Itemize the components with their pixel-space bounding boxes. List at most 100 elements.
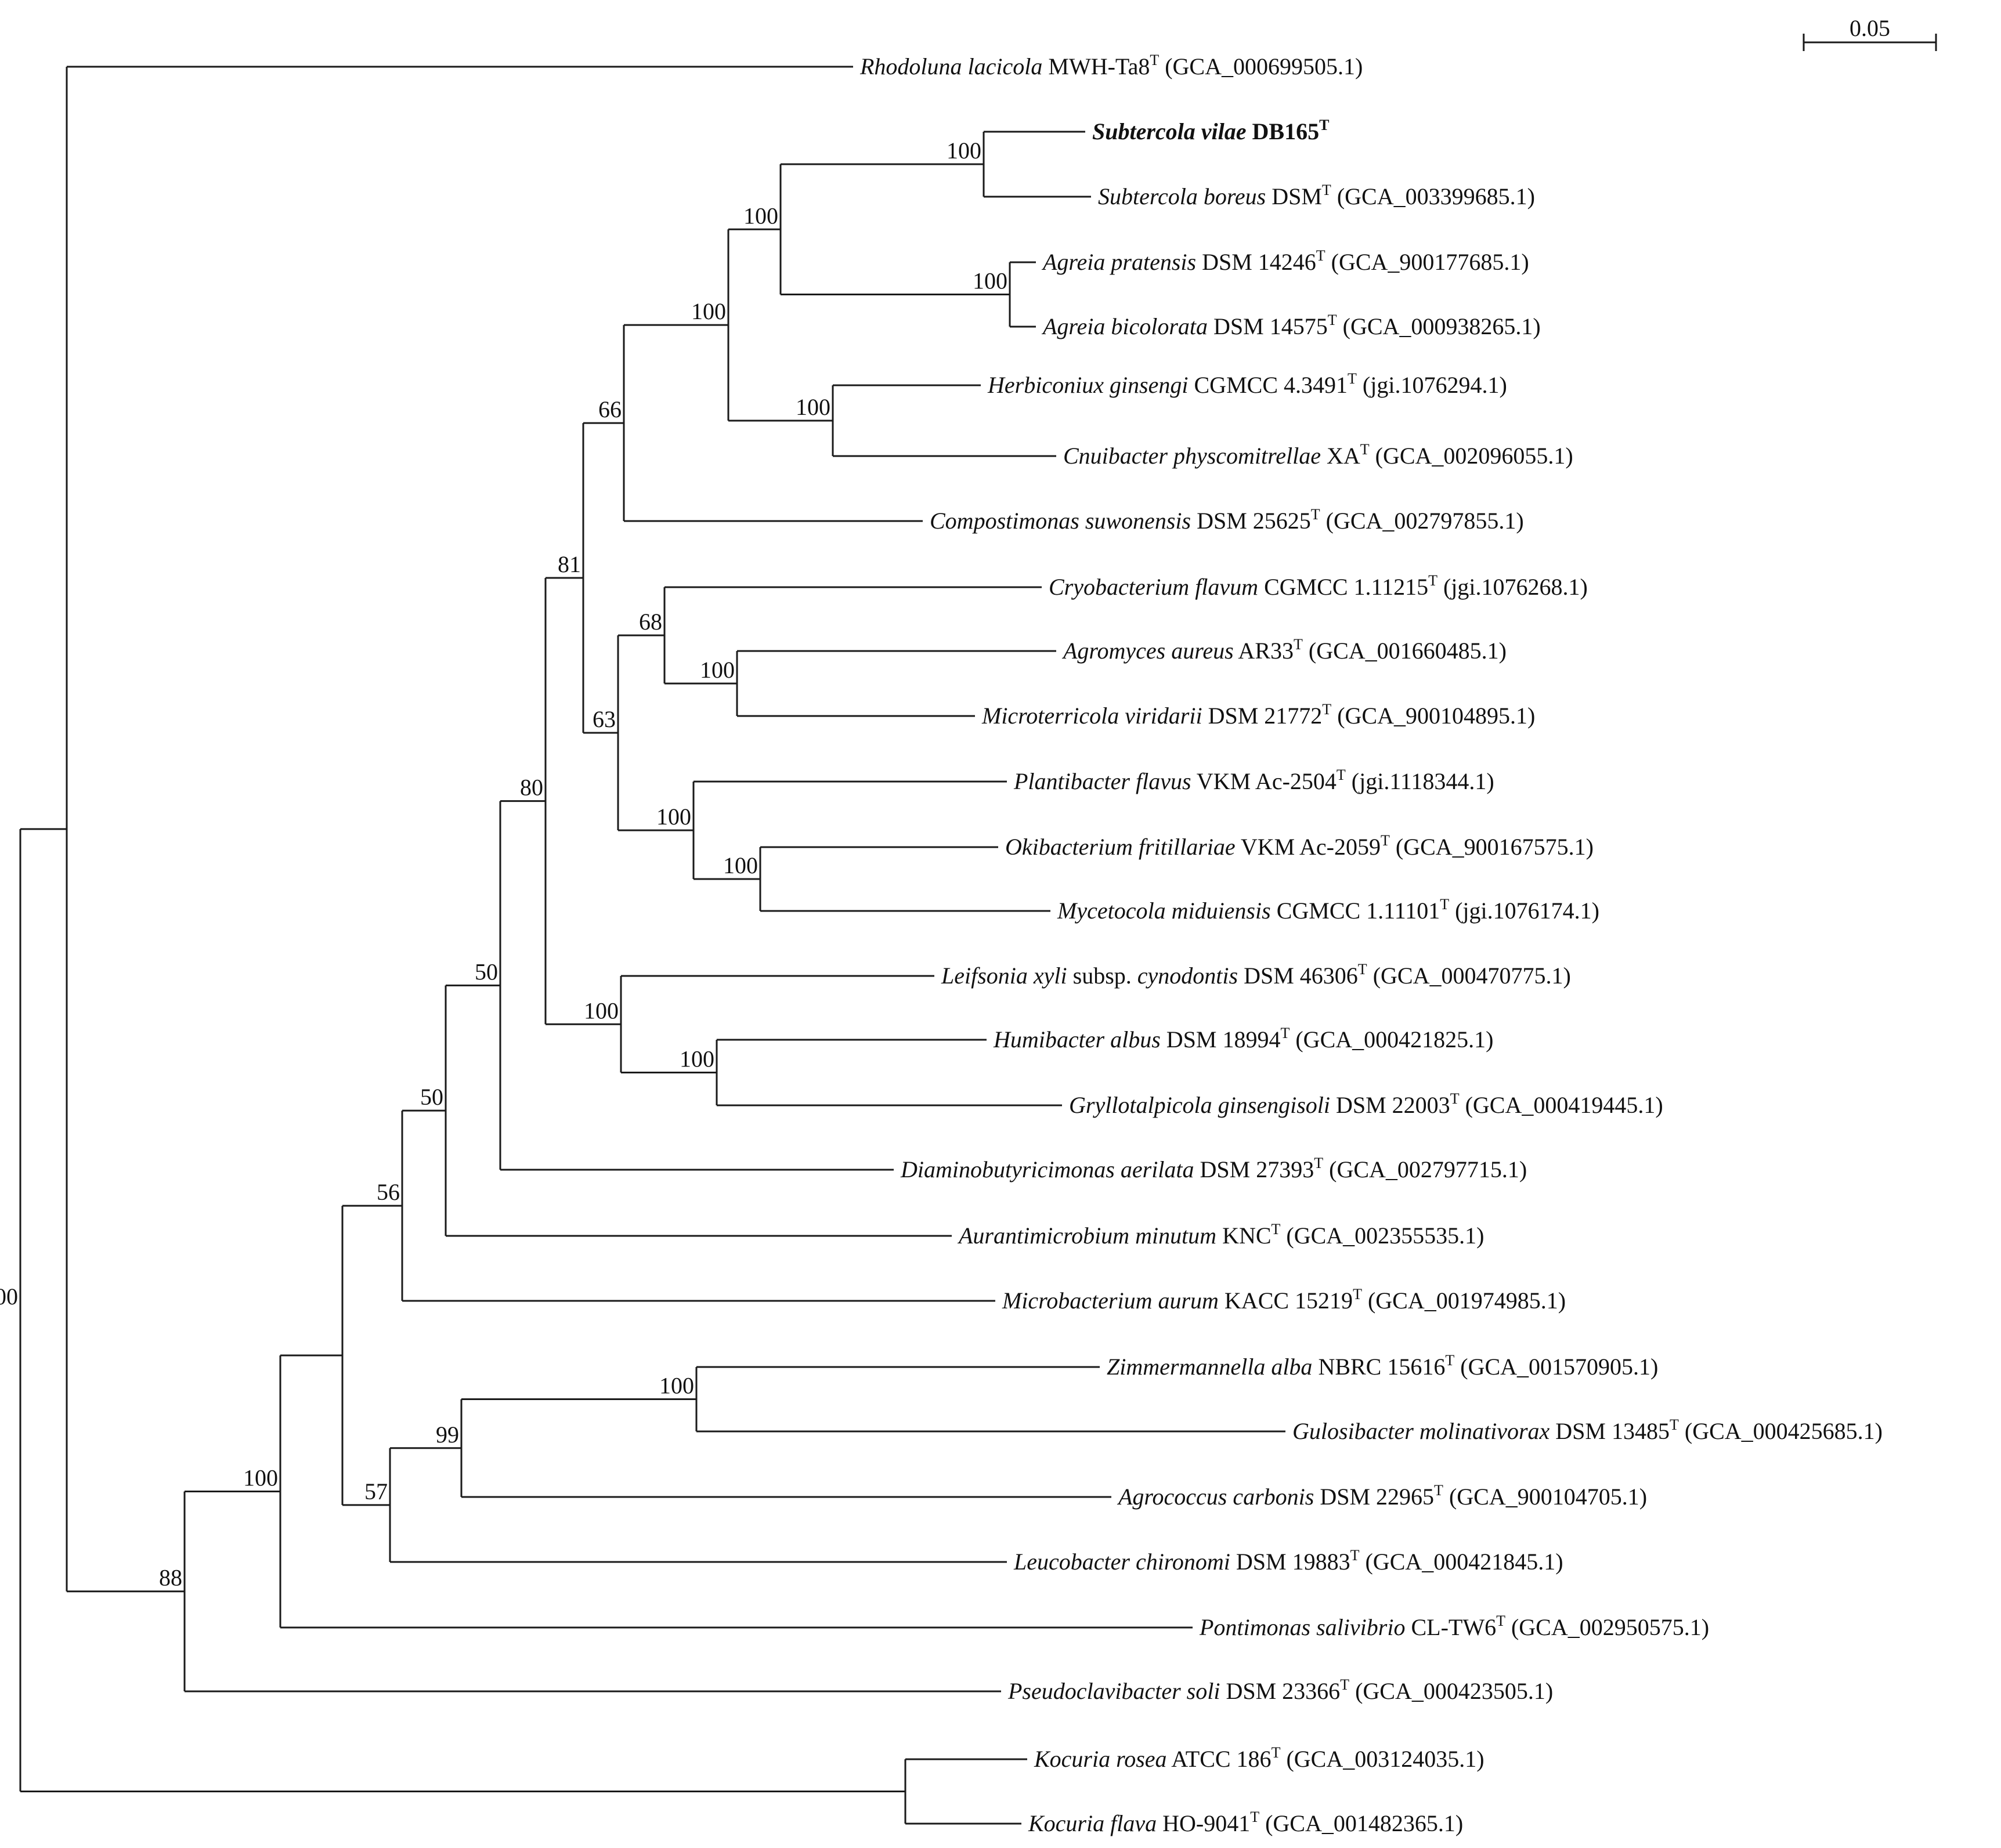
taxon-accession: (GCA_000419445.1) [1460,1092,1663,1118]
taxon-strain: CGMCC 1.11215 [1258,574,1428,600]
taxon-subsp-word: subsp. [1067,963,1137,989]
bootstrap-n100c: 100 [743,202,778,229]
taxon-species: Diaminobutyricimonas aerilata [900,1156,1194,1182]
taxon-label-pontimonas: Pontimonas salivibrio CL-TW6T (GCA_00295… [1199,1612,1709,1640]
type-strain-marker: T [1496,1612,1505,1629]
taxon-accession: (GCA_001570905.1) [1454,1354,1658,1380]
taxon-accession: (GCA_001974985.1) [1362,1288,1566,1314]
taxon-label-microbacterium: Microbacterium aurum KACC 15219T (GCA_00… [1002,1286,1566,1314]
taxon-label-okibacterium: Okibacterium fritillariae VKM Ac-2059T (… [1005,832,1594,860]
type-strain-marker: T [1670,1416,1679,1433]
bootstrap-n50a: 50 [420,1084,443,1110]
type-strain-marker: T [1328,312,1337,328]
bootstrap-n80: 80 [520,775,543,801]
taxon-strain: DSM 46306 [1238,963,1358,989]
taxon-label-compostimonas: Compostimonas suwonensis DSM 25625T (GCA… [930,506,1524,534]
taxon-strain: VKM Ac-2504 [1191,768,1337,794]
type-strain-marker: T [1350,1547,1360,1564]
taxon-accession: (jgi.1076294.1) [1357,372,1507,398]
bootstrap-values: 100 88 100 56 50 50 80 81 66 100 100 100 100 100 63 68 1… [0,138,1007,1591]
bootstrap-n100a: 100 [243,1464,278,1491]
taxon-label-leifsonia: Leifsonia xyli subsp. cynodontis DSM 463… [941,961,1571,989]
taxon-accession: (GCA_001660485.1) [1303,638,1507,664]
taxon-strain: DSM 23366 [1220,1678,1340,1704]
taxon-label-cnuibacter: Cnuibacter physcomitrellae XAT (GCA_0020… [1063,441,1573,469]
taxon-label-subtercola-vilae: Subtercola vilae DB165T [1092,117,1329,144]
taxon-species: Agreia pratensis [1041,249,1196,275]
type-strain-marker: T [1322,701,1331,718]
bootstrap-n100k: 100 [680,1046,714,1072]
taxon-species: Cnuibacter physcomitrellae [1063,443,1321,469]
taxon-accession: (GCA_000423505.1) [1349,1678,1553,1704]
bootstrap-root: 100 [0,1283,18,1310]
scale-bar-label: 0.05 [1850,15,1890,41]
bootstrap-n63: 63 [593,706,616,732]
taxon-label-plantibacter: Plantibacter flavus VKM Ac-2504T (jgi.11… [1013,766,1494,794]
bootstrap-n56: 56 [377,1179,400,1205]
taxon-label-mycetocola: Mycetocola miduiensis CGMCC 1.11101T (jg… [1057,896,1599,924]
bootstrap-n100e: 100 [973,268,1007,294]
type-strain-marker: T [1337,766,1346,783]
taxon-strain: DB165 [1247,118,1320,144]
taxon-label-agrococcus: Agrococcus carbonis DSM 22965T (GCA_9001… [1117,1482,1647,1510]
taxon-strain: DSM 27393 [1194,1156,1314,1182]
taxon-label-gryllotalpicola: Gryllotalpicola ginsengisoli DSM 22003T … [1069,1090,1663,1118]
type-strain-marker: T [1450,1090,1460,1107]
taxon-strain: DSM 14246 [1196,249,1316,275]
taxon-strain: DSM 22965 [1314,1484,1434,1510]
taxon-label-cryobacterium: Cryobacterium flavum CGMCC 1.11215T (jgi… [1049,572,1588,600]
type-strain-marker: T [1434,1482,1443,1499]
bootstrap-n100f: 100 [796,394,830,420]
scale-bar: 0.05 [1803,15,1937,51]
taxon-species: Pontimonas salivibrio [1199,1614,1405,1640]
bootstrap-n68: 68 [639,609,662,635]
taxon-strain: DSM 13485 [1549,1418,1670,1444]
taxon-accession: (GCA_000470775.1) [1367,963,1571,989]
taxon-label-kocuria-flava: Kocuria flava HO-9041T (GCA_001482365.1) [1028,1809,1463,1836]
type-strain-marker: T [1150,52,1159,68]
taxon-species: Leifsonia xyli [941,963,1067,989]
taxon-accession: (GCA_000938265.1) [1337,313,1541,339]
taxon-accession: (GCA_000699505.1) [1159,53,1363,79]
taxon-accession: (GCA_900104705.1) [1443,1484,1647,1510]
taxon-accession: (GCA_002797715.1) [1323,1156,1527,1182]
type-strain-marker: T [1358,961,1367,978]
taxon-accession: (jgi.1076268.1) [1437,574,1588,600]
taxon-species: Microterricola viridarii [981,703,1202,729]
taxon-labels: Rhodoluna lacicola MWH-Ta8T (GCA_0006995… [859,52,1883,1836]
taxon-strain: DSM 19883 [1230,1549,1350,1575]
taxon-accession: (GCA_900167575.1) [1390,834,1594,860]
taxon-strain: MWH-Ta8 [1042,53,1150,79]
taxon-species: Agrococcus carbonis [1117,1484,1314,1510]
taxon-species: Humibacter albus [993,1026,1161,1053]
type-strain-marker: T [1280,1025,1290,1041]
taxon-label-agreia-pratensis: Agreia pratensis DSM 14246T (GCA_9001776… [1041,247,1529,275]
taxon-strain: DSM 25625 [1191,508,1311,534]
taxon-strain: DSM 21772 [1202,703,1323,729]
type-strain-marker: T [1322,182,1331,198]
bootstrap-n100b: 100 [691,298,726,324]
type-strain-marker: T [1353,1286,1362,1303]
tree-branches [19,66,1285,1825]
taxon-label-pseudoclavibacter: Pseudoclavibacter soli DSM 23366T (GCA_0… [1007,1676,1553,1704]
taxon-strain: DSM 22003 [1330,1092,1450,1118]
taxon-label-herbiconiux: Herbiconiux ginsengi CGMCC 4.3491T (jgi.… [987,370,1507,398]
bootstrap-n100j: 100 [584,997,619,1024]
taxon-species: Microbacterium aurum [1002,1288,1219,1314]
bootstrap-n50b: 50 [475,959,498,985]
taxon-strain: CL-TW6 [1405,1614,1496,1640]
bootstrap-n100l: 100 [659,1373,694,1399]
taxon-strain: KACC 15219 [1219,1288,1353,1314]
taxon-label-leucobacter: Leucobacter chironomi DSM 19883T (GCA_00… [1013,1547,1563,1575]
type-strain-marker: T [1272,1221,1281,1238]
taxon-species: Zimmermannella alba [1107,1354,1312,1380]
taxon-species: Agromyces aureus [1061,638,1234,664]
taxon-accession: (GCA_000425685.1) [1679,1418,1883,1444]
taxon-species: Leucobacter chironomi [1013,1549,1230,1575]
taxon-accession: (GCA_002355535.1) [1280,1223,1484,1249]
taxon-strain: CGMCC 1.11101 [1271,898,1440,924]
taxon-species: Cryobacterium flavum [1049,574,1258,600]
type-strain-marker: T [1445,1352,1454,1369]
bootstrap-n100i: 100 [723,852,758,878]
bootstrap-n66: 66 [598,396,622,422]
